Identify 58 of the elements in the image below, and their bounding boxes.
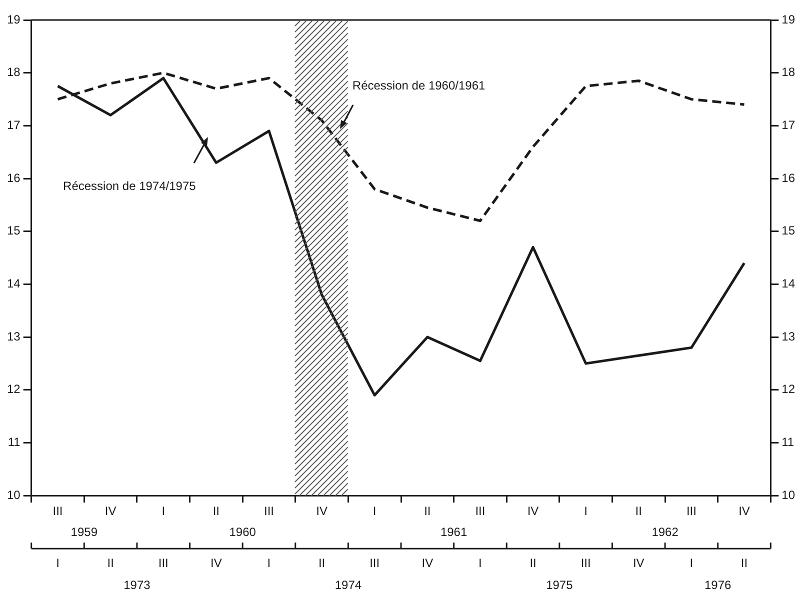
text: II [530, 556, 536, 570]
y-tick-label: 19 [6, 12, 21, 26]
text: Récession de 1974/1975 [63, 178, 196, 193]
x-tick-label: IV [104, 504, 116, 518]
x-tick-label: III [264, 504, 274, 518]
y-tick-label: 13 [6, 329, 21, 344]
text: II [740, 556, 748, 570]
text: IV [422, 556, 434, 570]
x-tick-label: I [162, 504, 166, 518]
y-tick-label: 12 [6, 382, 21, 396]
x-tick-label: IV [316, 504, 328, 518]
y2-tick-label: 15 [782, 224, 796, 238]
text: 1973 [124, 578, 151, 592]
x-tick-label: IV [738, 504, 750, 518]
text: 1975 [546, 578, 574, 592]
y-tick-label: 17 [6, 118, 21, 132]
y-tick-label: 15 [6, 224, 21, 238]
y2-tick-label: 11 [782, 435, 794, 450]
text: I [478, 556, 482, 570]
y2-tick-label: 17 [782, 118, 796, 132]
y2-tick-label: 19 [782, 12, 796, 26]
x-tick-label: III [52, 504, 63, 518]
text: IV [210, 556, 222, 570]
x-tick-label: III [686, 504, 696, 518]
y-tick-label: 18 [6, 65, 21, 80]
text: 1959 [70, 524, 98, 539]
y-tick-label: 14 [6, 276, 21, 291]
text: II [107, 556, 114, 570]
text: I [56, 556, 60, 570]
y2-tick-label: 14 [782, 276, 796, 291]
x-tick-label: I [584, 504, 588, 518]
y2-tick-label: 18 [782, 65, 796, 80]
y2-tick-label: 10 [782, 488, 796, 502]
x-tick-label: I [372, 504, 376, 518]
y-tick-label: 16 [6, 170, 21, 185]
text: 1962 [652, 524, 679, 539]
y2-tick-label: 16 [782, 170, 796, 185]
text: Récession de 1960/1961 [352, 78, 486, 92]
x-tick-label: II [212, 504, 220, 518]
x-tick-label: II [635, 504, 642, 518]
x-tick-label: IV [527, 504, 539, 518]
text: III [158, 556, 168, 570]
text: 1961 [440, 524, 468, 539]
text: III [580, 556, 591, 570]
text: 1976 [704, 578, 732, 592]
text: III [370, 556, 380, 570]
text: 1974 [334, 578, 362, 592]
text: 1960 [229, 524, 256, 539]
x-tick-label: II [424, 504, 431, 518]
y-tick-label: 11 [8, 435, 21, 450]
y2-tick-label: 13 [782, 329, 796, 344]
text: II [318, 556, 326, 570]
text: I [690, 556, 694, 570]
y-tick-label: 10 [6, 488, 21, 502]
text: IV [632, 556, 644, 570]
y2-tick-label: 12 [782, 382, 796, 396]
x-tick-label: III [475, 504, 486, 518]
text: I [267, 556, 271, 570]
